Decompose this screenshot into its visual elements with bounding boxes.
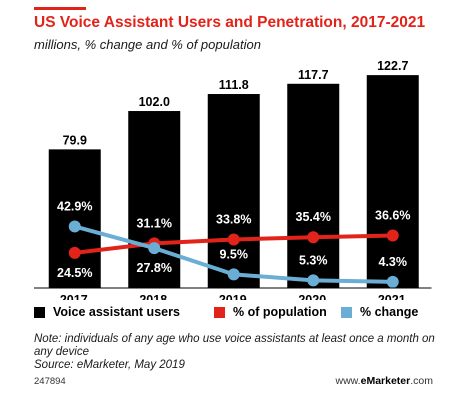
chart-canvas: 79.9 2017 102.0 2018 111.8 2019 117.7 2020 122.7… <box>34 59 432 300</box>
brand-name: eMarketer <box>360 375 411 387</box>
population-point-2019 <box>227 233 240 246</box>
change-point-2018 <box>148 242 161 255</box>
legend-item-users: Voice assistant users <box>34 305 180 319</box>
population-point-2020 <box>307 231 320 244</box>
source-text: Source: eMarketer, May 2019 <box>34 359 185 371</box>
change-label-2018: 27.8% <box>137 261 172 275</box>
chart-note: Note: individuals of any age who use voi… <box>34 333 444 372</box>
change-point-2020 <box>307 274 320 287</box>
legend-item-population: % of population <box>214 305 327 319</box>
chart-subtitle: millions, % change and % of population <box>34 37 261 52</box>
bar-value-label-2017: 79.9 <box>63 133 87 147</box>
x-tick-label-2020: 2020 <box>298 293 326 300</box>
change-label-2017: 42.9% <box>57 199 92 213</box>
legend-label-users: Voice assistant users <box>53 305 180 319</box>
x-tick-label-2017: 2017 <box>60 293 88 300</box>
bars-layer <box>48 75 419 288</box>
change-point-2019 <box>227 268 240 281</box>
change-label-2020: 5.3% <box>299 253 328 267</box>
x-tick-label-2019: 2019 <box>219 293 247 300</box>
bar-value-label-2021: 122.7 <box>377 59 408 73</box>
labels-layer: 79.9 2017 102.0 2018 111.8 2019 117.7 2020 122.7… <box>57 59 410 300</box>
legend-swatch-population <box>214 306 225 318</box>
population-label-2018: 31.1% <box>137 216 172 230</box>
bar-value-label-2020: 117.7 <box>298 68 329 82</box>
bar-2021 <box>366 75 419 288</box>
bar-2018 <box>128 111 181 288</box>
change-label-2021: 4.3% <box>379 255 408 269</box>
chart-title: US Voice Assistant Users and Penetration… <box>34 14 426 31</box>
bar-value-label-2018: 102.0 <box>139 95 170 109</box>
population-label-2021: 36.6% <box>375 208 410 222</box>
population-point-2017 <box>68 246 81 259</box>
chart-id: 247894 <box>34 376 66 387</box>
brand-suffix: .com <box>410 375 433 387</box>
legend-label-change: % change <box>360 305 419 319</box>
x-tick-label-2018: 2018 <box>139 293 167 300</box>
bar-2019 <box>207 94 260 288</box>
bar-2017 <box>48 149 101 288</box>
legend-label-population: % of population <box>233 305 327 319</box>
bar-value-label-2019: 111.8 <box>219 78 249 92</box>
brand-footer: www.eMarketer.com <box>336 375 433 387</box>
change-point-2021 <box>386 275 399 288</box>
chart-legend: Voice assistant users % of population % … <box>34 305 434 325</box>
title-accent-rule <box>34 7 86 10</box>
x-tick-label-2021: 2021 <box>378 293 406 300</box>
population-label-2017: 24.5% <box>57 266 92 280</box>
change-label-2019: 9.5% <box>220 247 249 261</box>
population-label-2019: 33.8% <box>216 212 251 226</box>
population-label-2020: 35.4% <box>296 210 331 224</box>
lines-layer <box>68 220 399 288</box>
change-point-2017 <box>68 220 81 233</box>
bar-2020 <box>287 83 340 288</box>
legend-swatch-change <box>341 306 352 318</box>
brand-prefix: www. <box>335 375 361 387</box>
population-point-2021 <box>386 229 399 242</box>
legend-item-change: % change <box>341 305 418 319</box>
legend-swatch-users <box>34 306 45 318</box>
note-text: Note: individuals of any age who use voi… <box>34 333 435 358</box>
